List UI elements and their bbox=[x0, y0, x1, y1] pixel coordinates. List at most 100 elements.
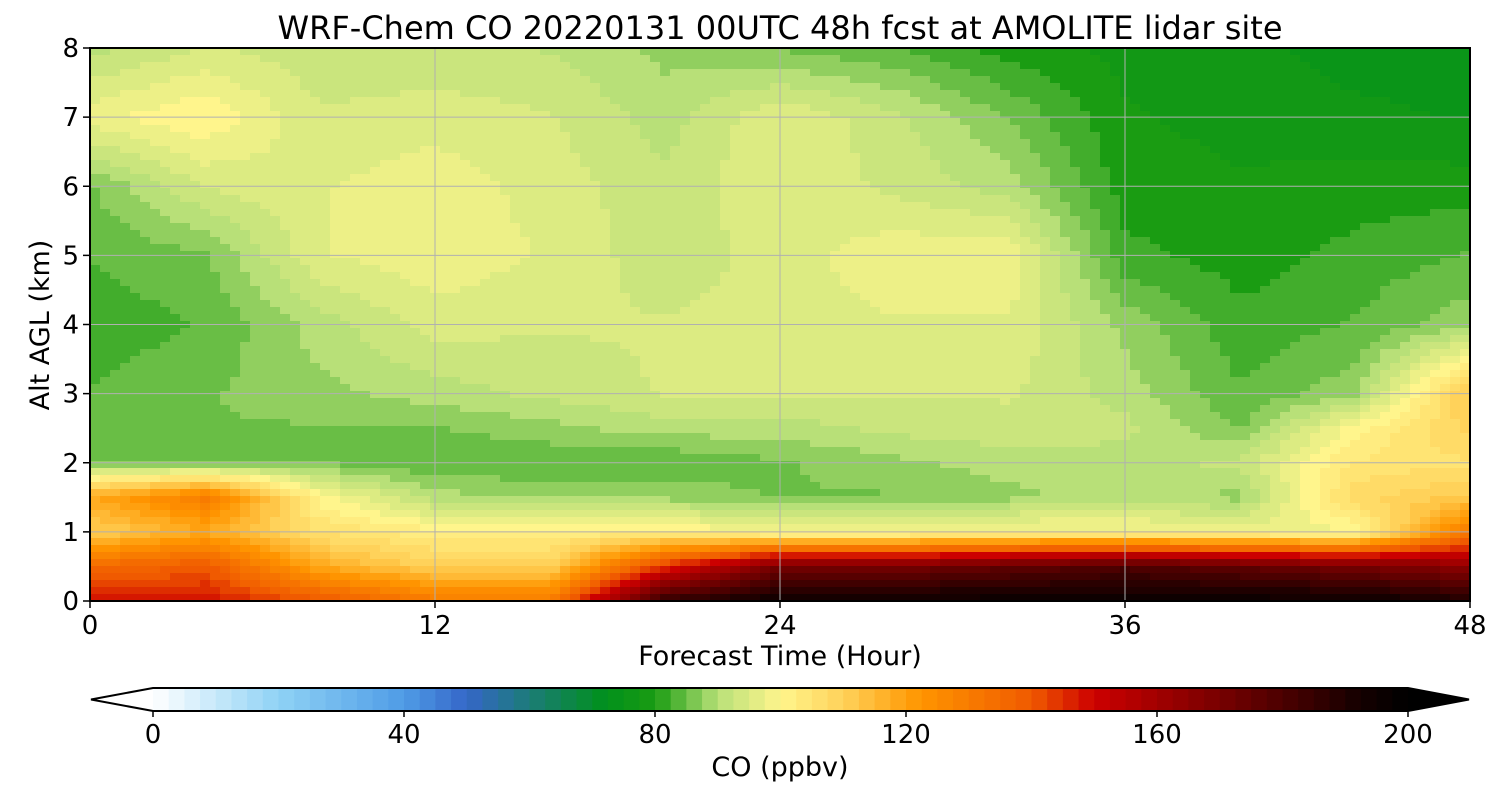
heatmap-cell bbox=[100, 83, 111, 91]
heatmap-cell bbox=[1450, 76, 1461, 84]
heatmap-cell bbox=[1320, 244, 1331, 252]
heatmap-cell bbox=[210, 90, 221, 98]
heatmap-cell bbox=[1030, 223, 1041, 231]
heatmap-cell bbox=[1090, 279, 1101, 287]
heatmap-cell bbox=[120, 300, 131, 308]
heatmap-cell bbox=[640, 209, 651, 217]
heatmap-cell bbox=[680, 90, 691, 98]
heatmap-cell bbox=[670, 146, 681, 154]
heatmap-cell bbox=[1440, 111, 1451, 119]
heatmap-cell bbox=[600, 223, 611, 231]
heatmap-cell bbox=[1050, 160, 1061, 168]
heatmap-cell bbox=[830, 244, 841, 252]
heatmap-cell bbox=[710, 244, 721, 252]
heatmap-cell bbox=[850, 83, 861, 91]
heatmap-cell bbox=[440, 251, 451, 259]
heatmap-cell bbox=[890, 83, 901, 91]
heatmap-cell bbox=[320, 251, 331, 259]
heatmap-cell bbox=[1310, 62, 1321, 70]
heatmap-cell bbox=[400, 48, 411, 56]
heatmap-cell bbox=[920, 90, 931, 98]
heatmap-cell bbox=[560, 244, 571, 252]
heatmap-cell bbox=[1080, 69, 1091, 77]
heatmap-cell bbox=[100, 202, 111, 210]
heatmap-cell bbox=[1010, 223, 1021, 231]
heatmap-cell bbox=[890, 209, 901, 217]
heatmap-cell bbox=[920, 272, 931, 280]
heatmap-cell bbox=[410, 48, 421, 56]
heatmap-cell bbox=[740, 118, 751, 126]
heatmap-cell bbox=[1390, 111, 1401, 119]
heatmap-cell bbox=[510, 69, 521, 77]
heatmap-cell bbox=[210, 300, 221, 308]
heatmap-cell bbox=[450, 209, 461, 217]
heatmap-cell bbox=[1090, 237, 1101, 245]
heatmap-cell bbox=[1390, 90, 1401, 98]
heatmap-cell bbox=[160, 230, 171, 238]
heatmap-cell bbox=[480, 202, 491, 210]
heatmap-cell bbox=[370, 76, 381, 84]
heatmap-cell bbox=[550, 48, 561, 56]
heatmap-cell bbox=[280, 132, 291, 140]
heatmap-cell bbox=[970, 258, 981, 266]
heatmap-cell bbox=[210, 132, 221, 140]
heatmap-cell bbox=[1420, 146, 1431, 154]
heatmap-cell bbox=[330, 69, 341, 77]
heatmap-cell bbox=[230, 160, 241, 168]
heatmap-cell bbox=[510, 118, 521, 126]
heatmap-cell bbox=[530, 167, 541, 175]
heatmap-cell bbox=[710, 104, 721, 112]
heatmap-cell bbox=[1060, 237, 1071, 245]
heatmap-cell bbox=[700, 237, 711, 245]
heatmap-cell bbox=[530, 286, 541, 294]
heatmap-cell bbox=[880, 139, 891, 147]
heatmap-cell bbox=[1410, 48, 1421, 56]
heatmap-cell bbox=[1390, 48, 1401, 56]
heatmap-cell bbox=[790, 146, 801, 154]
heatmap-cell bbox=[800, 188, 811, 196]
heatmap-cell bbox=[400, 83, 411, 91]
heatmap-cell bbox=[170, 55, 181, 63]
heatmap-cell bbox=[550, 279, 561, 287]
heatmap-cell bbox=[420, 244, 431, 252]
heatmap-cell bbox=[740, 286, 751, 294]
heatmap-cell bbox=[1130, 209, 1141, 217]
heatmap-cell bbox=[1080, 48, 1091, 56]
heatmap-cell bbox=[250, 139, 261, 147]
heatmap-cell bbox=[490, 125, 501, 133]
heatmap-cell bbox=[780, 272, 791, 280]
heatmap-cell bbox=[530, 146, 541, 154]
heatmap-cell bbox=[1140, 125, 1151, 133]
heatmap-cell bbox=[1340, 237, 1351, 245]
heatmap-cell bbox=[150, 48, 161, 56]
heatmap-cell bbox=[1190, 104, 1201, 112]
heatmap-cell bbox=[970, 90, 981, 98]
heatmap-cell bbox=[1040, 153, 1051, 161]
heatmap-cell bbox=[1160, 251, 1171, 259]
heatmap-cell bbox=[400, 139, 411, 147]
heatmap-cell bbox=[1150, 265, 1161, 273]
heatmap-cell bbox=[1460, 55, 1470, 63]
heatmap-cell bbox=[670, 293, 681, 301]
heatmap-cell bbox=[440, 195, 451, 203]
heatmap-cell bbox=[360, 62, 371, 70]
heatmap-cell bbox=[530, 244, 541, 252]
heatmap-cell bbox=[260, 265, 271, 273]
heatmap-cell bbox=[930, 216, 941, 224]
heatmap-cell bbox=[1450, 62, 1461, 70]
heatmap-cell bbox=[1410, 97, 1421, 105]
heatmap-cell bbox=[770, 244, 781, 252]
heatmap-cell bbox=[360, 118, 371, 126]
heatmap-cell bbox=[340, 181, 351, 189]
heatmap-cell bbox=[570, 160, 581, 168]
heatmap-cell bbox=[930, 160, 941, 168]
heatmap-cell bbox=[1200, 293, 1211, 301]
heatmap-cell bbox=[730, 223, 741, 231]
heatmap-cell bbox=[1280, 97, 1291, 105]
heatmap-cell bbox=[260, 153, 271, 161]
heatmap-cell bbox=[170, 167, 181, 175]
heatmap-cell bbox=[90, 167, 101, 175]
heatmap-cell bbox=[1010, 132, 1021, 140]
heatmap-cell bbox=[550, 118, 561, 126]
heatmap-cell bbox=[200, 62, 211, 70]
